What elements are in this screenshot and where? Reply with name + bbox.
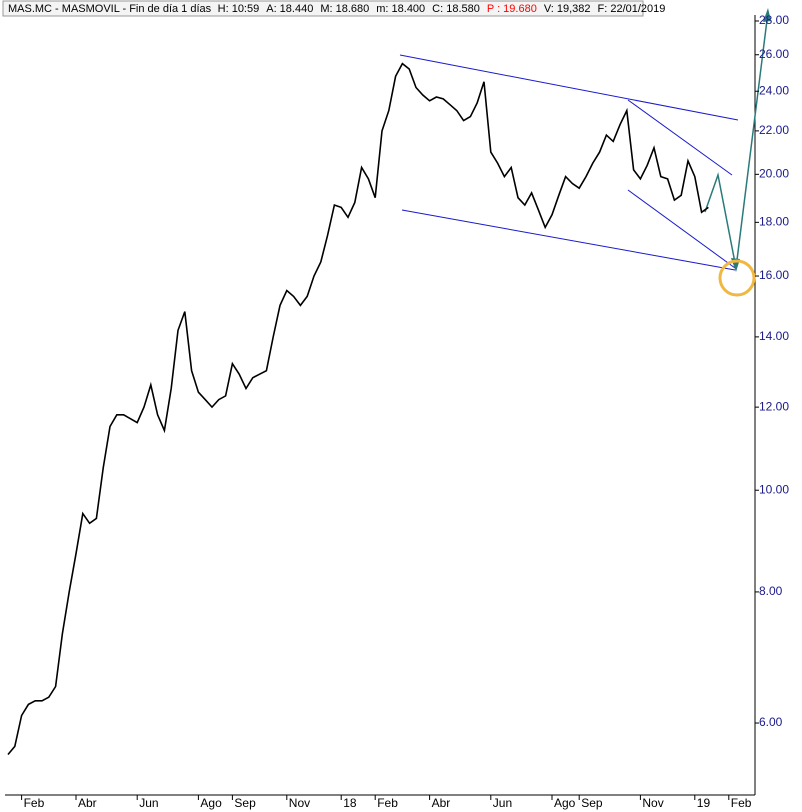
x-tick-label: Jun bbox=[493, 796, 512, 810]
x-tick-label: Abr bbox=[78, 796, 97, 810]
arrow-head bbox=[763, 8, 771, 22]
header-field: M: 18.680 bbox=[320, 3, 369, 15]
y-tick-label: 8.00 bbox=[759, 584, 783, 598]
x-tick-label: Feb bbox=[24, 796, 45, 810]
x-tick-label: 18 bbox=[343, 796, 357, 810]
target-circle bbox=[718, 259, 756, 297]
x-tick-label: Nov bbox=[289, 796, 310, 810]
header-field: V: 19,382 bbox=[544, 3, 591, 15]
y-tick-label: 26.00 bbox=[759, 47, 789, 61]
x-tick-label: Ago bbox=[554, 796, 576, 810]
y-tick-label: 18.00 bbox=[759, 215, 789, 229]
y-tick-label: 24.00 bbox=[759, 83, 789, 97]
x-tick-label: Feb bbox=[377, 796, 398, 810]
x-tick-label: Jun bbox=[139, 796, 158, 810]
price-line bbox=[7, 62, 709, 756]
trend-line bbox=[627, 99, 733, 176]
header-field: A: 18.440 bbox=[266, 3, 313, 15]
trend-line bbox=[627, 189, 736, 269]
y-tick-label: 22.00 bbox=[759, 123, 789, 137]
y-tick-label: 14.00 bbox=[759, 329, 789, 343]
x-tick-label: Nov bbox=[642, 796, 663, 810]
header-field: F: 22/01/2019 bbox=[598, 3, 666, 15]
y-tick-label: 16.00 bbox=[759, 268, 789, 282]
header-box bbox=[2, 0, 644, 17]
header-field: H: 10:59 bbox=[218, 3, 260, 15]
y-tick-label: 12.00 bbox=[759, 399, 789, 413]
y-tick-label: 20.00 bbox=[759, 166, 789, 180]
header-field: P : 19.680 bbox=[487, 3, 537, 15]
trend-line bbox=[401, 209, 736, 271]
y-tick-label: 6.00 bbox=[759, 715, 783, 729]
header-field: m: 18.400 bbox=[376, 3, 425, 15]
x-tick-label: 19 bbox=[697, 796, 711, 810]
x-tick-label: Sep bbox=[581, 796, 603, 810]
x-tick-label: Feb bbox=[731, 796, 752, 810]
y-tick-label: 28.00 bbox=[759, 13, 789, 27]
header-field: C: 18.580 bbox=[432, 3, 480, 15]
x-tick-label: Ago bbox=[200, 796, 222, 810]
trend-line bbox=[399, 54, 739, 121]
header-title: MAS.MC - MASMOVIL - Fin de día 1 días bbox=[8, 3, 212, 15]
projection-arrow bbox=[704, 11, 769, 269]
y-tick-label: 10.00 bbox=[759, 482, 789, 496]
x-tick-label: Abr bbox=[432, 796, 451, 810]
x-tick-label: Sep bbox=[234, 796, 256, 810]
